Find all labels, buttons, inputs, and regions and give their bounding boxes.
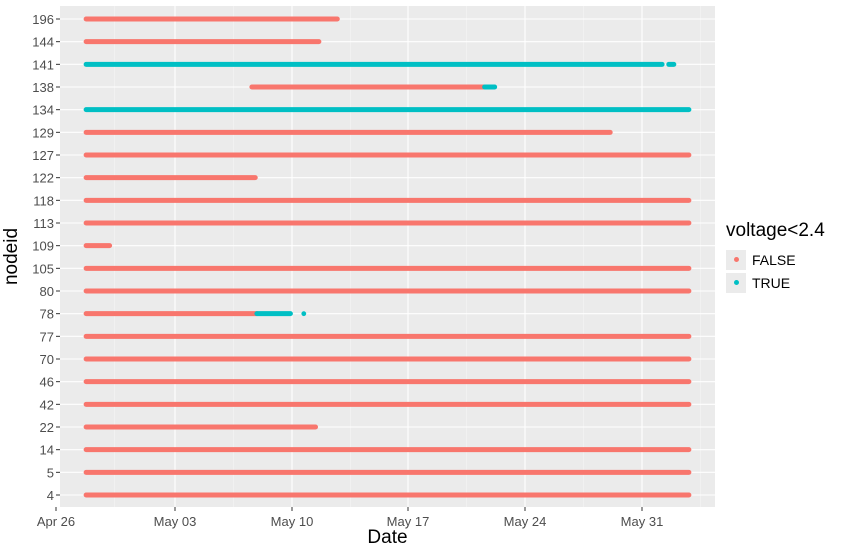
y-tick-label: 129 [32, 125, 54, 140]
y-tick-label: 113 [33, 216, 54, 231]
y-axis: 4 5 14 22 42 46 70 77 78 80 105 109 113 118 122 127 129 1… [32, 12, 60, 503]
y-tick-label: 77 [40, 329, 54, 344]
y-tick-label: 4 [47, 488, 54, 503]
plot-panel [60, 6, 715, 507]
legend: voltage<2.4 FALSE TRUE [726, 220, 825, 294]
x-tick-label: May 31 [621, 514, 664, 529]
y-tick-label: 118 [33, 193, 54, 208]
x-tick-label: May 03 [154, 514, 197, 529]
x-tick-label: Apr 26 [37, 514, 75, 529]
y-tick-label: 80 [40, 284, 54, 299]
y-axis-title: nodeid [1, 228, 22, 285]
y-tick-label: 196 [32, 12, 54, 27]
y-tick-label: 109 [32, 239, 54, 254]
x-tick-label: May 10 [271, 514, 314, 529]
x-tick-label: May 24 [504, 514, 547, 529]
y-tick-label: 14 [40, 443, 54, 458]
legend-item-false: FALSE [726, 248, 825, 271]
y-tick-label: 134 [32, 103, 54, 118]
y-tick-label: 42 [40, 397, 54, 412]
x-axis: Apr 26 May 03 May 10 May 17 May 24 May 31 [37, 507, 663, 529]
y-tick-label: 46 [40, 375, 54, 390]
y-tick-label: 105 [32, 261, 54, 276]
data-marks [83, 16, 692, 498]
data-point-78 [301, 311, 307, 317]
legend-key-true [726, 272, 746, 293]
legend-label-false: FALSE [752, 251, 796, 268]
y-tick-label: 22 [40, 420, 54, 435]
y-tick-label: 138 [32, 80, 54, 95]
y-tick-label: 70 [40, 352, 54, 367]
legend-dot-true-icon [733, 280, 739, 285]
y-tick-label: 78 [40, 307, 54, 322]
legend-key-false [726, 249, 746, 270]
y-tick-label: 141 [32, 57, 54, 72]
y-tick-label: 127 [32, 148, 54, 163]
x-axis-title: Date [367, 527, 407, 548]
x-tick-label: May 17 [387, 514, 430, 529]
legend-label-true: TRUE [752, 274, 791, 291]
legend-item-true: TRUE [726, 271, 825, 294]
y-tick-label: 144 [32, 35, 54, 50]
y-tick-label: 122 [32, 171, 54, 186]
legend-title: voltage<2.4 [726, 220, 825, 241]
y-tick-label: 5 [47, 465, 54, 480]
legend-dot-false-icon [733, 257, 739, 262]
